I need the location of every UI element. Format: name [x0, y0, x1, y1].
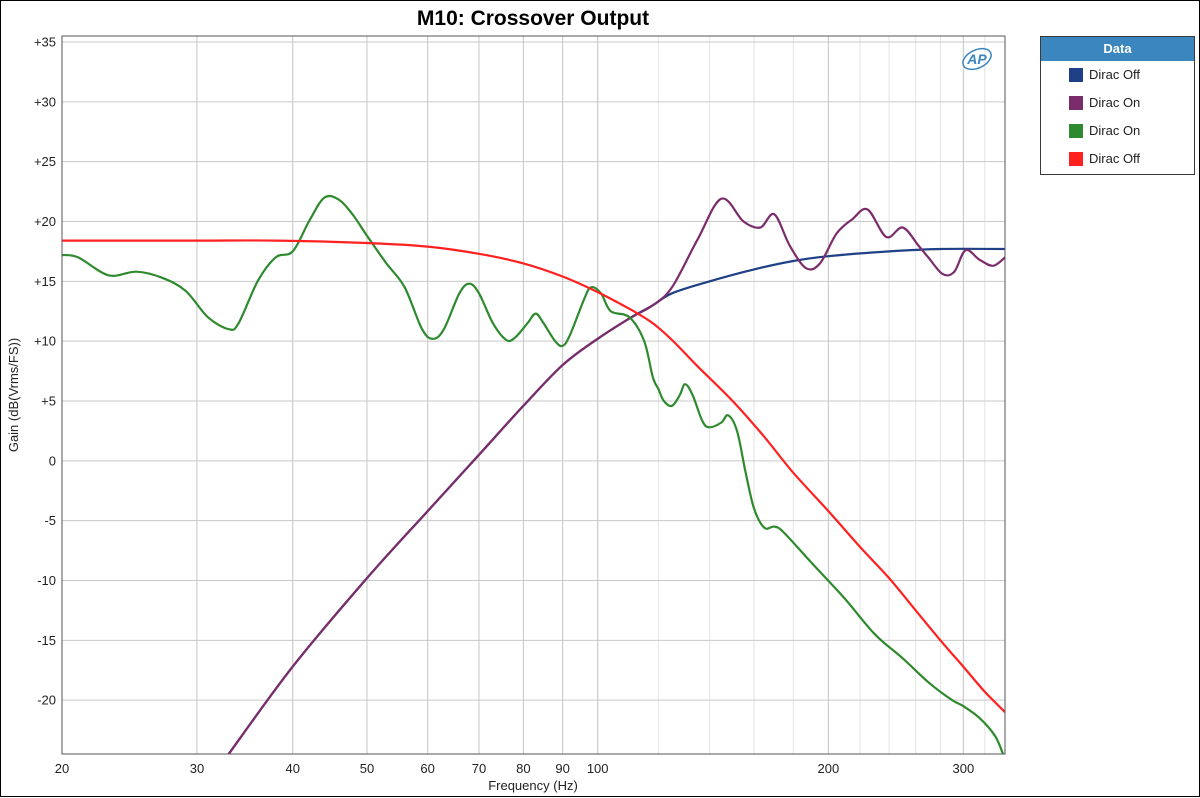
- ap-logo: AP: [962, 47, 992, 71]
- x-tick-label: 30: [190, 761, 204, 776]
- legend-header: Data: [1041, 37, 1194, 61]
- y-tick-label: +20: [34, 214, 56, 229]
- y-tick-label: -15: [37, 633, 56, 648]
- ap-logo-text: AP: [966, 51, 987, 67]
- x-axis-label: Frequency (Hz): [488, 778, 578, 793]
- legend-label: Dirac Off: [1089, 67, 1141, 82]
- x-tick-label: 70: [472, 761, 486, 776]
- y-tick-label: -10: [37, 573, 56, 588]
- x-tick-label: 80: [516, 761, 530, 776]
- legend-item-dirac-on-green: Dirac On: [1041, 117, 1194, 145]
- series-line-dirac-off-red: [62, 239, 1005, 714]
- x-tick-label: 40: [285, 761, 299, 776]
- y-tick-label: +35: [34, 34, 56, 49]
- y-tick-label: -20: [37, 693, 56, 708]
- legend-swatch: [1069, 68, 1083, 82]
- tick-labels: 20 30 40 50 60 70 80 90 100 200 300 +35 +30 +25 +20 +15…: [34, 34, 974, 776]
- legend-item-dirac-off-red: Dirac Off: [1041, 145, 1194, 173]
- y-tick-label: 0: [49, 453, 56, 468]
- legend-label: Dirac On: [1089, 123, 1141, 138]
- legend: Data Dirac Off Dirac On Dirac On Dirac O…: [1040, 36, 1195, 175]
- legend-item-dirac-off-blue: Dirac Off: [1041, 61, 1194, 89]
- legend-item-dirac-on-purple: Dirac On: [1041, 89, 1194, 117]
- y-tick-label: +30: [34, 94, 56, 109]
- x-tick-label: 50: [360, 761, 374, 776]
- chart-title: M10: Crossover Output: [417, 7, 649, 30]
- plot-area-border: [61, 35, 1006, 755]
- y-tick-label: +15: [34, 274, 56, 289]
- x-tick-label: 60: [420, 761, 434, 776]
- series-layer: [62, 194, 1005, 754]
- series-line-dirac-on-purple: [227, 197, 1005, 754]
- y-tick-label: +5: [41, 393, 56, 408]
- y-tick-label: +10: [34, 334, 56, 349]
- legend-swatch: [1069, 96, 1083, 110]
- x-tick-label: 90: [555, 761, 569, 776]
- y-tick-label: +25: [34, 154, 56, 169]
- x-tick-label: 300: [952, 761, 974, 776]
- x-tick-label: 20: [55, 761, 69, 776]
- legend-swatch: [1069, 124, 1083, 138]
- x-tick-label: 200: [818, 761, 840, 776]
- x-tick-label: 100: [587, 761, 609, 776]
- legend-label: Dirac On: [1089, 95, 1141, 110]
- y-tick-label: -5: [44, 513, 56, 528]
- y-axis-label: Gain (dB(Vrms/FS)): [6, 338, 21, 452]
- legend-label: Dirac Off: [1089, 151, 1141, 166]
- legend-swatch: [1069, 152, 1083, 166]
- series-line-dirac-off-blue: [227, 247, 1005, 754]
- series-line-dirac-on-green: [62, 194, 1005, 754]
